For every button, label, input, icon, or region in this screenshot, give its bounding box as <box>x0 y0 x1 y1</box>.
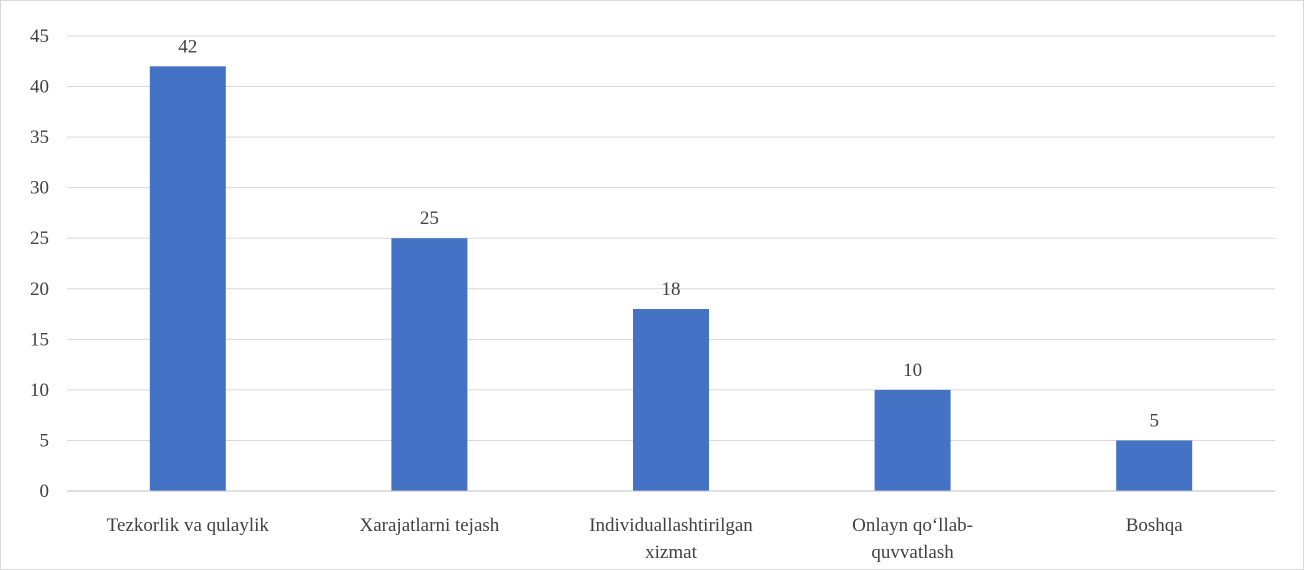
category-label-line: Xarajatlarni tejash <box>360 515 500 536</box>
data-label: 25 <box>420 208 439 229</box>
y-tick-label: 20 <box>30 279 49 300</box>
bar <box>633 309 709 491</box>
bar <box>149 66 226 491</box>
y-tick-label: 30 <box>30 178 49 199</box>
y-tick-label: 10 <box>30 380 49 401</box>
category-label: Onlayn qo‘llab-quvvatlash <box>852 515 973 563</box>
y-tick-label: 0 <box>40 481 50 502</box>
category-label-line: Boshqa <box>1126 515 1184 536</box>
category-label-line: Onlayn qo‘llab- <box>852 515 973 536</box>
category-label-line: Individuallashtirilgan <box>589 515 753 536</box>
y-tick-label: 40 <box>30 77 49 98</box>
category-label-line: Tezkorlik va qulaylik <box>107 515 270 536</box>
bars <box>149 66 1193 491</box>
category-label: Individuallashtirilgan xizmat <box>589 515 753 563</box>
y-tick-label: 45 <box>30 26 49 47</box>
grid-lines <box>67 35 1275 441</box>
category-labels: Tezkorlik va qulaylik Xarajatlarni tejash… <box>107 515 1184 563</box>
category-label: Boshqa <box>1126 515 1184 536</box>
bar <box>391 238 468 491</box>
y-tick-label: 5 <box>40 430 50 451</box>
y-tick-labels: 0 5 10 15 20 25 30 35 40 45 <box>30 26 49 502</box>
category-label-line: quvvatlash <box>871 542 954 563</box>
category-label: Tezkorlik va qulaylik <box>107 515 270 536</box>
category-label-line: xizmat <box>645 542 697 563</box>
bar <box>1116 440 1193 491</box>
y-tick-label: 15 <box>30 329 49 350</box>
y-tick-label: 25 <box>30 228 49 249</box>
data-label: 5 <box>1149 410 1159 431</box>
y-tick-label: 35 <box>30 127 49 148</box>
category-label: Xarajatlarni tejash <box>360 515 500 536</box>
data-label: 18 <box>662 279 681 300</box>
data-label: 10 <box>903 360 922 381</box>
data-label: 42 <box>178 36 197 57</box>
data-labels: 42 25 18 10 5 <box>178 36 1159 431</box>
bar <box>874 389 951 491</box>
